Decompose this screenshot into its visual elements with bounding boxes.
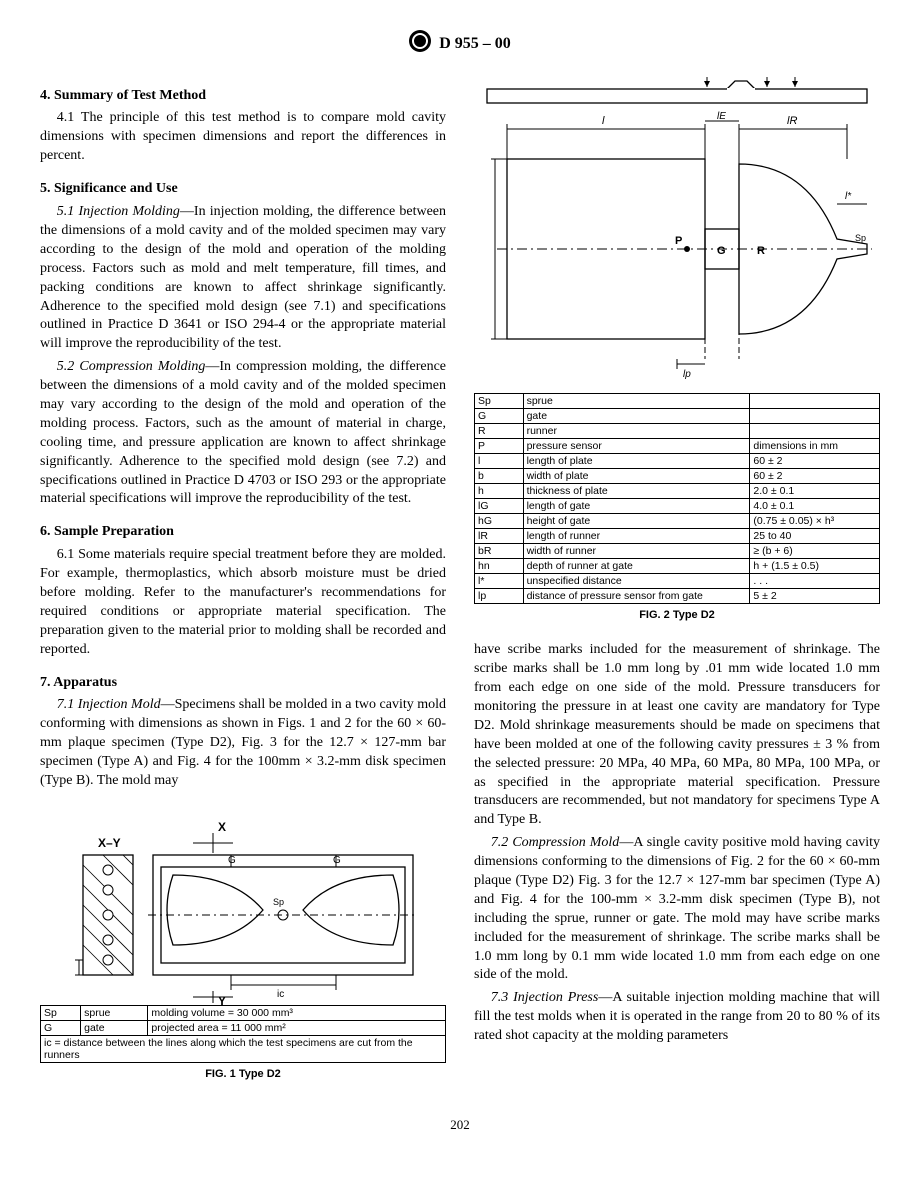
fig1-label-g1: G (228, 855, 236, 866)
table-row: hthickness of plate2.0 ± 0.1 (475, 483, 880, 498)
para-5-2-body: —In compression molding, the difference … (40, 359, 446, 506)
figure-1: X–Y X (40, 805, 446, 1082)
table-row: lpdistance of pressure sensor from gate5… (475, 589, 880, 604)
table-row: Ppressure sensordimensions in mm (475, 438, 880, 453)
section-7-title: 7. Apparatus (40, 674, 446, 693)
table-row: lRlength of runner25 to 40 (475, 529, 880, 544)
section-6-title: 6. Sample Preparation (40, 523, 446, 542)
astm-logo (409, 30, 431, 52)
standard-number: D 955 – 00 (439, 35, 511, 52)
table-row: hndepth of runner at gateh + (1.5 ± 0.5) (475, 559, 880, 574)
para-5-1-lead: 5.1 Injection Molding (57, 204, 180, 219)
figure-2-table: Spsprue Ggate Rrunner Ppressure sensordi… (474, 393, 880, 605)
svg-text:lp: lp (683, 369, 691, 380)
table-row: hGheight of gate(0.75 ± 0.05) × h³ (475, 514, 880, 529)
svg-text:lE: lE (717, 111, 726, 122)
fig1-label-ic: ic (277, 989, 284, 1000)
para-7-2-body: —A single cavity positive mold having ca… (474, 835, 880, 982)
figure-2: l lR lE P G R Sp l* (474, 73, 880, 624)
svg-text:lR: lR (787, 115, 797, 127)
table-row: llength of plate60 ± 2 (475, 453, 880, 468)
svg-text:R: R (757, 245, 765, 257)
page-number: 202 (40, 1116, 880, 1134)
table-row: Spsprue (475, 393, 880, 408)
table-row: bwidth of plate60 ± 2 (475, 468, 880, 483)
para-5-1: 5.1 Injection Molding—In injection moldi… (40, 203, 446, 354)
svg-text:G: G (717, 245, 726, 257)
para-5-2-lead: 5.2 Compression Molding (57, 359, 206, 374)
para-5-2: 5.2 Compression Molding—In compression m… (40, 358, 446, 509)
para-4-1: 4.1 The principle of this test method is… (40, 109, 446, 166)
table-row: Spspruemolding volume = 30 000 mm³ (41, 1005, 446, 1020)
para-7-2: 7.2 Compression Mold—A single cavity pos… (474, 834, 880, 985)
para-7-1-cont: have scribe marks included for the measu… (474, 641, 880, 830)
table-row: Rrunner (475, 423, 880, 438)
svg-text:l*: l* (845, 191, 852, 202)
para-5-1-body: —In injection molding, the difference be… (40, 204, 446, 351)
figure-2-plan: l lR lE P G R Sp l* (477, 109, 877, 389)
fig1-label-xy: X–Y (98, 836, 121, 850)
table-row: Ggate (475, 408, 880, 423)
table-row: lGlength of gate4.0 ± 0.1 (475, 499, 880, 514)
svg-text:Sp: Sp (855, 233, 866, 243)
section-4-title: 4. Summary of Test Method (40, 87, 446, 106)
svg-text:P: P (675, 235, 682, 247)
table-row: ic = distance between the lines along wh… (41, 1036, 446, 1063)
fig1-label-y: Y (218, 994, 226, 1005)
figure-2-caption: FIG. 2 Type D2 (474, 608, 880, 623)
doc-header: D 955 – 00 (40, 30, 880, 55)
svg-text:l: l (602, 115, 605, 127)
two-column-layout: 4. Summary of Test Method 4.1 The princi… (40, 73, 880, 1088)
para-6-1: 6.1 Some materials require special treat… (40, 546, 446, 659)
figure-1-table: Spspruemolding volume = 30 000 mm³ Ggate… (40, 1005, 446, 1063)
fig1-label-sp: Sp (273, 897, 284, 907)
figure-1-svg: X–Y X (53, 805, 433, 1005)
para-7-2-lead: 7.2 Compression Mold (491, 835, 620, 850)
section-5-title: 5. Significance and Use (40, 180, 446, 199)
para-7-1-lead: 7.1 Injection Mold (57, 697, 161, 712)
table-row: bRwidth of runner≥ (b + 6) (475, 544, 880, 559)
table-row: l*unspecified distance. . . (475, 574, 880, 589)
fig1-label-g2: G (333, 855, 341, 866)
table-row: Ggateprojected area = 11 000 mm² (41, 1020, 446, 1035)
fig1-label-x: X (218, 820, 226, 834)
figure-1-caption: FIG. 1 Type D2 (40, 1067, 446, 1082)
para-7-1: 7.1 Injection Mold—Specimens shall be mo… (40, 696, 446, 790)
para-7-3: 7.3 Injection Press—A suitable injection… (474, 989, 880, 1046)
figure-2-cross-section (477, 73, 877, 109)
para-7-3-lead: 7.3 Injection Press (491, 990, 599, 1005)
